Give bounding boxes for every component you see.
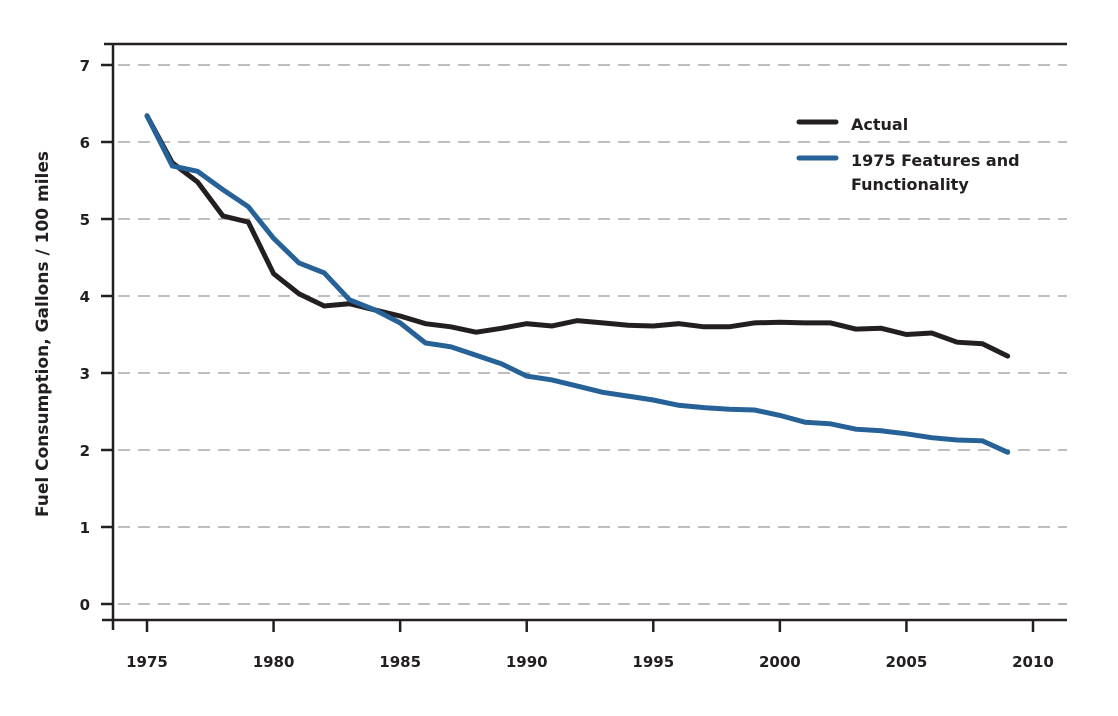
y-axis-title: Fuel Consumption, Gallons / 100 miles [33,151,53,517]
x-tick-label: 2005 [886,653,928,671]
y-tick-label: 6 [80,134,90,152]
legend-label-1975-features: 1975 Features and [851,151,1020,170]
y-tick-label: 3 [80,365,90,383]
y-tick-label: 4 [80,288,90,306]
y-tick-label: 5 [80,211,90,229]
legend-label-actual: Actual [851,115,908,134]
series-lines [144,113,1011,455]
x-tick-label: 1995 [632,653,674,671]
x-ticks: 1975 1980 1985 1990 1995 2000 2005 2010 [126,620,1054,671]
y-tick-label: 2 [80,442,90,460]
y-tick-label: 7 [80,57,90,75]
legend: Actual 1975 Features and Functionality [796,115,1020,194]
gridlines [118,64,1067,605]
x-tick-label: 2000 [759,653,801,671]
y-tick-label: 0 [80,596,90,614]
y-ticks: 0 1 2 3 4 5 6 7 [80,57,113,614]
legend-label-1975-features-line2: Functionality [851,175,969,194]
x-tick-label: 1985 [379,653,421,671]
axes [102,42,1067,630]
x-tick-label: 1980 [253,653,295,671]
x-tick-label: 1975 [126,653,168,671]
x-tick-label: 1990 [506,653,548,671]
y-tick-label: 1 [80,519,90,537]
x-tick-label: 2010 [1012,653,1054,671]
